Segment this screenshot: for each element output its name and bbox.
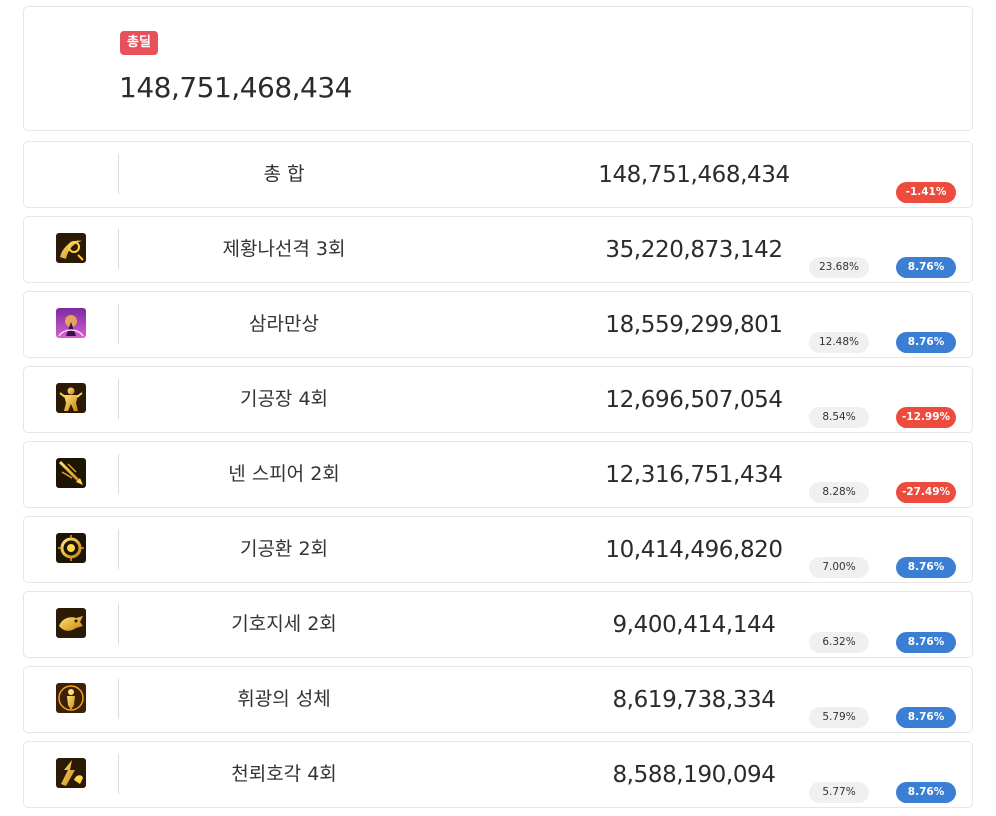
skill-row: 기공환 2회 10,414,496,820 7.00% 8.76% — [23, 516, 973, 583]
skill-name: 기호지세 2회 — [231, 613, 337, 635]
skill-damage-value: 12,316,751,434 — [605, 462, 783, 488]
total-row: 총 합 148,751,468,434 -1.41% — [23, 141, 973, 208]
skill-row: 넨 스피어 2회 12,316,751,434 8.28% -27.49% — [23, 441, 973, 508]
skill-row: 휘광의 성체 8,619,738,334 5.79% 8.76% — [23, 666, 973, 733]
column-divider — [118, 454, 119, 494]
column-divider — [118, 604, 119, 644]
skill-damage-value: 8,588,190,094 — [612, 762, 776, 788]
skill-row: 제황나선격 3회 35,220,873,142 23.68% 8.76% — [23, 216, 973, 283]
damage-change-badge: 8.76% — [896, 332, 956, 353]
damage-share-badge: 6.32% — [809, 632, 869, 653]
damage-change-badge: 8.76% — [896, 707, 956, 728]
column-divider — [118, 679, 119, 719]
damage-change-badge: 8.76% — [896, 632, 956, 653]
skill-row: 기호지세 2회 9,400,414,144 6.32% 8.76% — [23, 591, 973, 658]
fighter-stance-icon — [56, 383, 86, 413]
spear-thrust-icon — [56, 458, 86, 488]
column-divider — [118, 529, 119, 569]
total-damage-summary: 총딜 148,751,468,434 — [23, 6, 973, 131]
damage-change-badge: 8.76% — [896, 782, 956, 803]
skill-name: 삼라만상 — [249, 313, 319, 335]
skill-damage-value: 35,220,873,142 — [605, 237, 783, 263]
skill-damage-value: 12,696,507,054 — [605, 387, 783, 413]
skill-row: 삼라만상 18,559,299,801 12.48% 8.76% — [23, 291, 973, 358]
damage-share-badge: 8.28% — [809, 482, 869, 503]
damage-change-badge: 8.76% — [896, 257, 956, 278]
damage-share-badge: 5.77% — [809, 782, 869, 803]
skill-name: 기공환 2회 — [239, 538, 329, 560]
skill-name: 넨 스피어 2회 — [228, 463, 340, 485]
total-damage-badge: 총딜 — [120, 31, 158, 55]
damage-share-badge: 8.54% — [809, 407, 869, 428]
radiant-figure-icon — [56, 683, 86, 713]
total-row-change-badge: -1.41% — [896, 182, 956, 203]
skill-damage-value: 9,400,414,144 — [612, 612, 776, 638]
skill-name: 천뢰호각 4회 — [231, 763, 337, 785]
total-row-label: 총 합 — [263, 163, 305, 185]
damage-share-badge: 7.00% — [809, 557, 869, 578]
skill-name: 기공장 4회 — [239, 388, 329, 410]
column-divider — [118, 229, 119, 269]
skill-name: 휘광의 성체 — [237, 688, 331, 710]
total-row-value: 148,751,468,434 — [598, 162, 790, 188]
skill-row: 기공장 4회 12,696,507,054 8.54% -12.99% — [23, 366, 973, 433]
skill-damage-value: 18,559,299,801 — [605, 312, 783, 338]
skill-damage-value: 10,414,496,820 — [605, 537, 783, 563]
skill-damage-value: 8,619,738,334 — [612, 687, 776, 713]
purple-aura-icon — [56, 308, 86, 338]
column-divider — [118, 304, 119, 344]
damage-change-badge: 8.76% — [896, 557, 956, 578]
skill-row: 천뢰호각 4회 8,588,190,094 5.77% 8.76% — [23, 741, 973, 808]
damage-change-badge: -12.99% — [896, 407, 956, 428]
spiral-strike-icon — [56, 233, 86, 263]
column-divider — [118, 754, 119, 794]
skill-damage-list: 총 합 148,751,468,434 -1.41% 제황나선격 3회 35,22… — [23, 141, 973, 816]
total-damage-value: 148,751,468,434 — [119, 71, 352, 104]
damage-share-badge: 5.79% — [809, 707, 869, 728]
column-divider — [118, 379, 119, 419]
tiger-rush-icon — [56, 608, 86, 638]
damage-change-badge: -27.49% — [896, 482, 956, 503]
thunder-tiger-icon — [56, 758, 86, 788]
damage-share-badge: 12.48% — [809, 332, 869, 353]
column-divider — [118, 154, 119, 194]
energy-ring-icon — [56, 533, 86, 563]
skill-name: 제황나선격 3회 — [222, 238, 346, 260]
damage-share-badge: 23.68% — [809, 257, 869, 278]
